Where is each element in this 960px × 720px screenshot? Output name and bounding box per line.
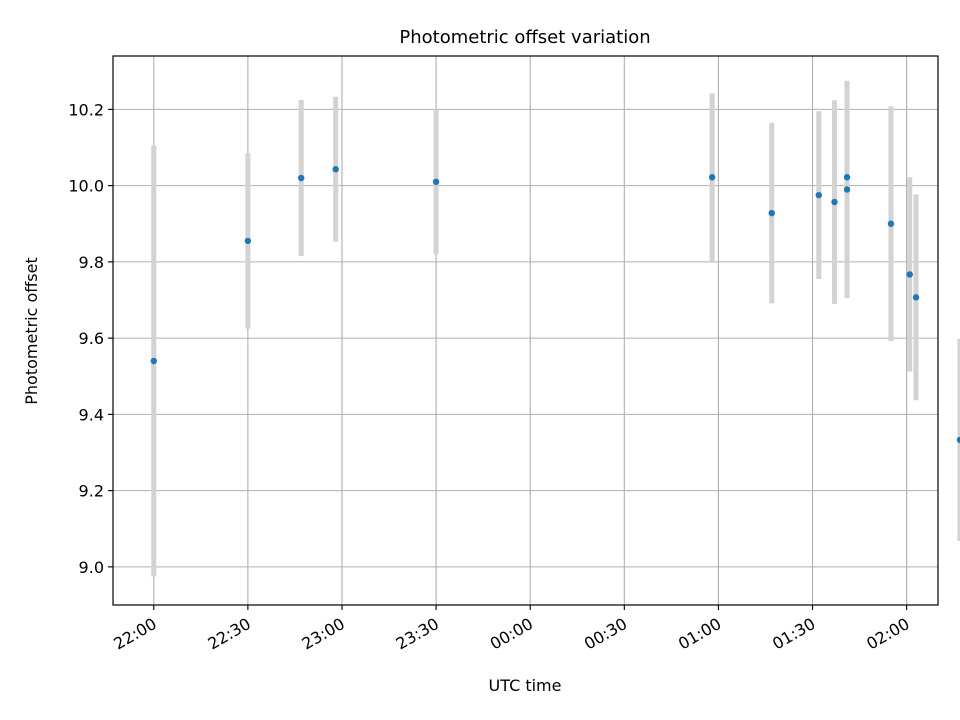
grid: [113, 56, 938, 605]
data-point: [956, 436, 960, 444]
data-point: [768, 209, 775, 217]
y-tick-label: 10.2: [68, 100, 104, 119]
data-point: [708, 174, 716, 181]
y-tick-label: 9.4: [79, 405, 104, 424]
y-axis-ticks: 9.0 9.2 9.4 9.6 9.8 10.0 10.2: [68, 100, 113, 577]
x-axis-label: UTC time: [489, 676, 562, 695]
data-point: [831, 198, 838, 206]
data-point: [332, 166, 339, 173]
data-point: [150, 357, 157, 365]
y-tick-label: 9.6: [79, 329, 104, 348]
plot-frame: [112, 55, 939, 606]
y-tick-label: 9.2: [79, 482, 104, 501]
data-point: [843, 174, 851, 181]
data-point: [244, 237, 252, 245]
chart-title: Photometric offset variation: [399, 27, 650, 48]
y-axis-label: Photometric offset: [22, 257, 41, 405]
y-tick-label: 10.0: [68, 177, 104, 196]
data-point: [815, 191, 822, 199]
data-point: [887, 220, 895, 227]
data-point: [843, 186, 851, 193]
data-points: [150, 166, 960, 444]
data-point: [432, 178, 440, 186]
data-point: [298, 174, 305, 182]
data-point: [912, 294, 920, 301]
y-tick-label: 9.0: [79, 558, 104, 577]
data-point: [906, 271, 913, 278]
y-tick-label: 9.8: [79, 253, 104, 272]
